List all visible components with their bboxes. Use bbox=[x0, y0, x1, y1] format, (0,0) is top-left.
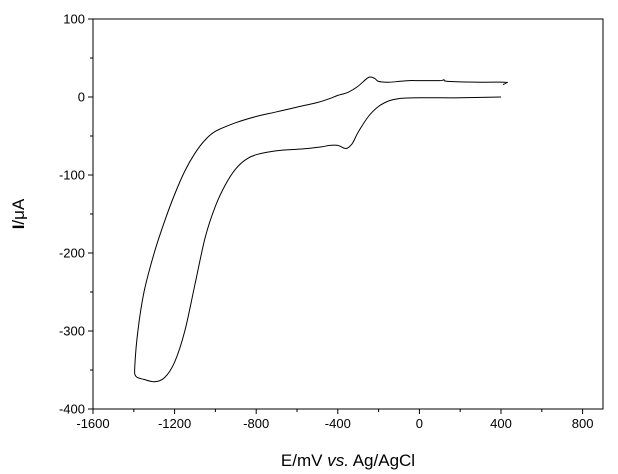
cv-curve bbox=[134, 76, 508, 383]
y-axis-title: I/μA bbox=[9, 198, 28, 229]
x-tick-label: -400 bbox=[325, 416, 351, 431]
x-axis-ticks bbox=[92, 409, 584, 414]
y-axis-ticks bbox=[88, 18, 93, 410]
x-tick-label: -1600 bbox=[76, 416, 109, 431]
y-tick-label: -300 bbox=[59, 324, 85, 339]
x-axis-title-suffix: Ag/AgCl bbox=[349, 451, 415, 470]
y-tick-label: -400 bbox=[59, 402, 85, 417]
x-axis-title-prefix: E/mV bbox=[281, 451, 327, 470]
x-axis-title-italic: vs. bbox=[327, 451, 349, 470]
x-axis-tick-labels: -1600 -1200 -800 -400 0 400 800 bbox=[76, 416, 593, 431]
x-axis-title: E/mV vs. Ag/AgCl bbox=[281, 451, 415, 470]
y-tick-label: 100 bbox=[63, 12, 85, 27]
plot-area-frame bbox=[92, 18, 604, 410]
y-axis-title-rest: /μA bbox=[9, 198, 28, 225]
x-tick-label: 800 bbox=[572, 416, 594, 431]
y-tick-label: -100 bbox=[59, 168, 85, 183]
y-tick-label: -200 bbox=[59, 246, 85, 261]
x-tick-label: 400 bbox=[490, 416, 512, 431]
y-axis-title-bold: I bbox=[9, 225, 28, 230]
y-tick-label: 0 bbox=[78, 90, 85, 105]
y-axis-tick-labels: 100 0 -100 -200 -300 -400 bbox=[59, 12, 85, 417]
x-tick-label: -800 bbox=[243, 416, 269, 431]
x-tick-label: 0 bbox=[416, 416, 423, 431]
x-tick-label: -1200 bbox=[158, 416, 191, 431]
